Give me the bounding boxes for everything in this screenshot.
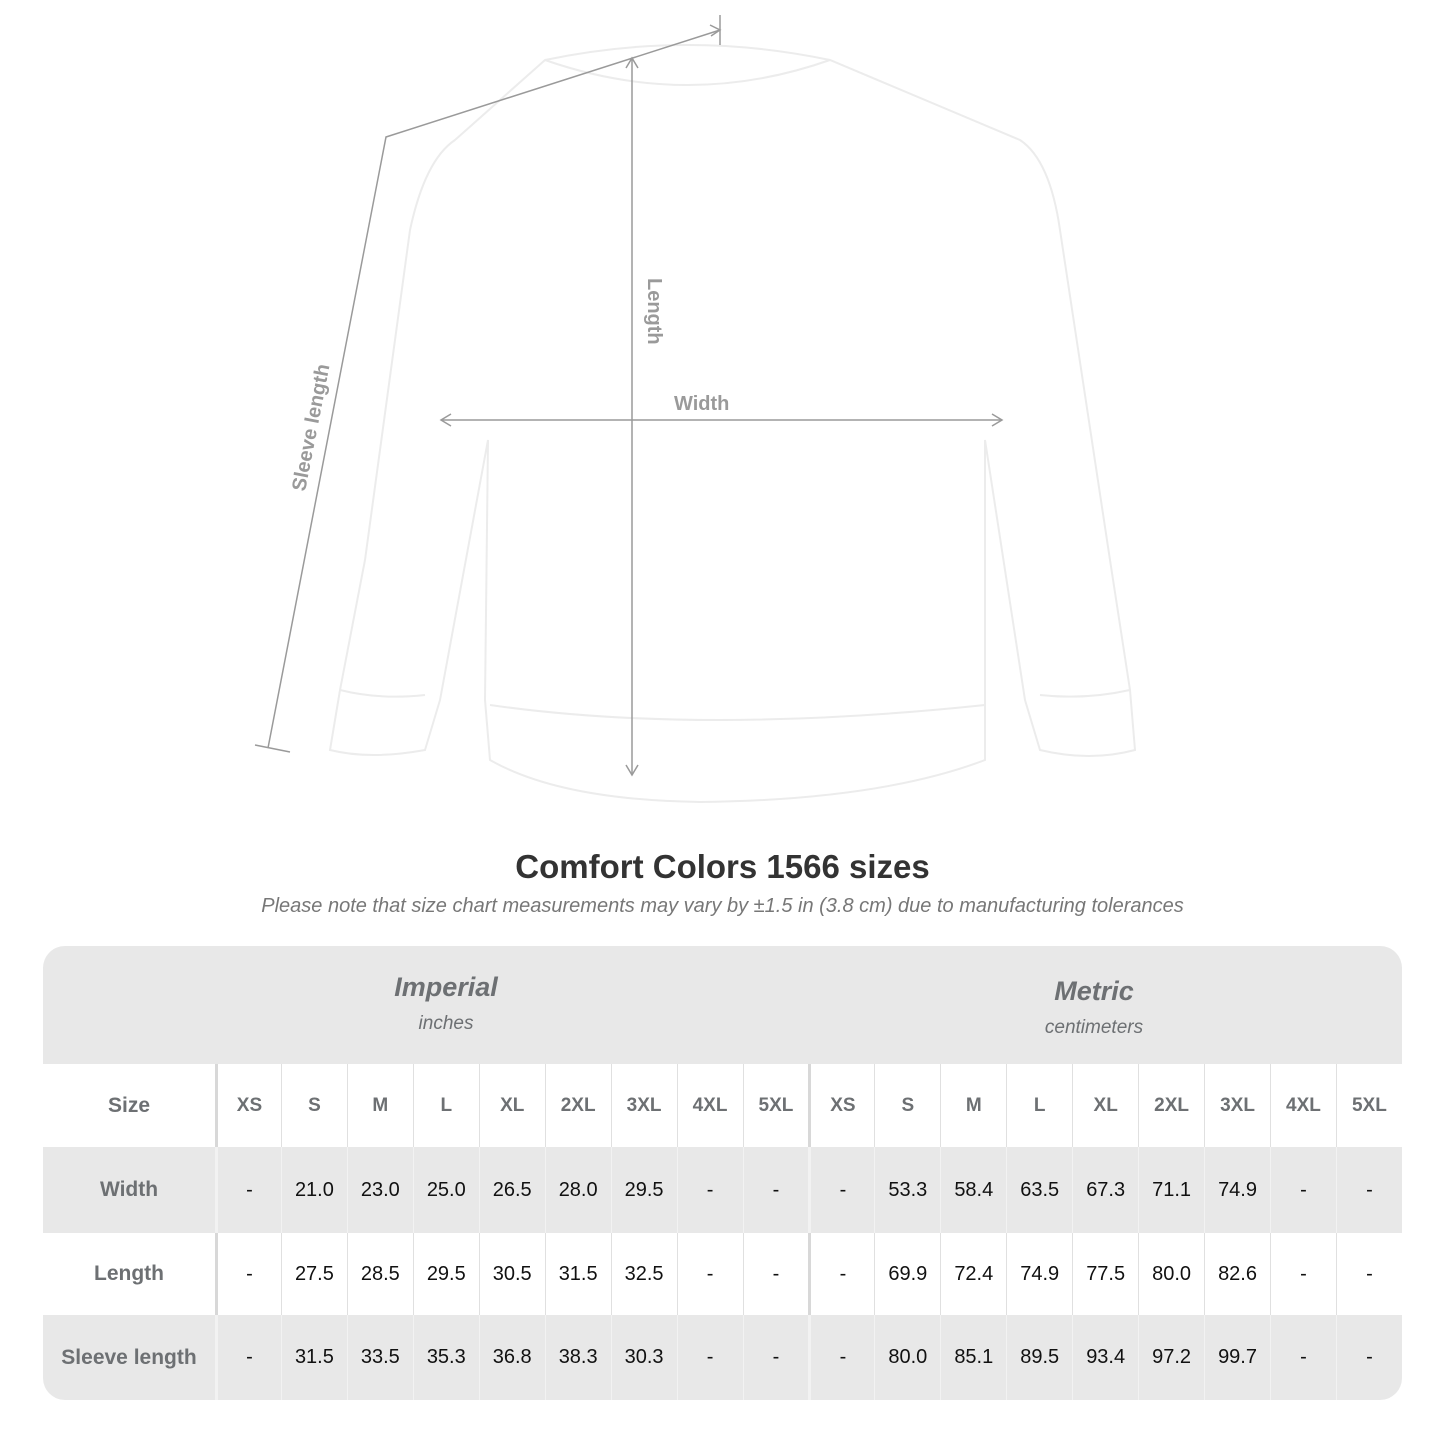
imperial-value: 28.0 [544, 1147, 611, 1233]
metric-value: - [1270, 1315, 1336, 1400]
metric-value: 80.0 [874, 1315, 940, 1400]
metric-value: 93.4 [1072, 1315, 1138, 1400]
metric-value: - [808, 1233, 874, 1315]
metric-value: 53.3 [874, 1147, 940, 1233]
size-header-imperial: 2XL [544, 1064, 611, 1147]
imperial-value: 31.5 [544, 1233, 611, 1315]
imperial-value: 23.0 [346, 1147, 413, 1233]
row-label: Length [94, 1262, 164, 1285]
size-header-metric: 3XL [1204, 1064, 1270, 1147]
size-header-metric: S [874, 1064, 940, 1147]
imperial-value: 30.3 [610, 1315, 677, 1400]
metric-value: - [1335, 1315, 1402, 1400]
imperial-value: - [742, 1147, 809, 1233]
imperial-value: 26.5 [478, 1147, 545, 1233]
imperial-value: 25.0 [412, 1147, 479, 1233]
size-header-imperial: M [346, 1064, 413, 1147]
imperial-unit: inches [418, 1013, 474, 1034]
metric-header: Metric centimeters [809, 976, 1379, 1039]
sweatshirt-illustration [328, 44, 1137, 804]
metric-value: - [1335, 1147, 1402, 1233]
size-header-metric: M [940, 1064, 1006, 1147]
imperial-value: 36.8 [478, 1315, 545, 1400]
size-header-metric: L [1006, 1064, 1072, 1147]
size-header-imperial: XS [215, 1064, 281, 1147]
imperial-value: 38.3 [544, 1315, 611, 1400]
imperial-value: 33.5 [346, 1315, 413, 1400]
size-header-metric: 4XL [1270, 1064, 1336, 1147]
imperial-value: - [215, 1233, 281, 1315]
imperial-value: 32.5 [610, 1233, 677, 1315]
metric-value: 74.9 [1204, 1147, 1270, 1233]
size-header-row: Size XS S M L XL 2XL 3XL 4XL 5XL XS S M L XL 2XL 3XL 4XL 5… [43, 1064, 1402, 1147]
metric-value: - [808, 1147, 874, 1233]
unit-header: Imperial inches Metric centimeters [43, 946, 1402, 1064]
imperial-value: 27.5 [280, 1233, 347, 1315]
size-label: Size [107, 1093, 151, 1117]
size-header-imperial: 4XL [676, 1064, 743, 1147]
size-header-imperial: S [280, 1064, 347, 1147]
size-header-metric: 5XL [1335, 1064, 1402, 1147]
size-header-imperial: L [412, 1064, 479, 1147]
imperial-value: - [215, 1147, 281, 1233]
table-row: Sleeve length -31.5 33.5 35.3 36.8 38.3 30.3- -… [43, 1315, 1402, 1400]
metric-value: 69.9 [874, 1233, 940, 1315]
metric-value: 72.4 [940, 1233, 1006, 1315]
metric-value: 63.5 [1006, 1147, 1072, 1233]
tolerance-note: Please note that size chart measurements… [261, 895, 1184, 917]
size-header-metric: 2XL [1138, 1064, 1204, 1147]
size-header-metric: XL [1072, 1064, 1138, 1147]
size-header-imperial: XL [478, 1064, 545, 1147]
metric-value: 97.2 [1138, 1315, 1204, 1400]
row-label: Width [99, 1178, 159, 1201]
page-title: Comfort Colors 1566 sizes [515, 848, 930, 885]
imperial-value: 30.5 [478, 1233, 545, 1315]
length-label: Length [643, 278, 665, 345]
table-row: Width -21.0 23.0 25.0 26.5 28.0 29.5- - -53.3 58.… [43, 1147, 1402, 1233]
imperial-value: - [742, 1315, 809, 1400]
width-label: Width [674, 393, 729, 415]
table-row: Length -27.5 28.5 29.5 30.5 31.5 32.5- - -69.9 72… [43, 1233, 1402, 1315]
imperial-value: - [676, 1233, 743, 1315]
metric-value: 71.1 [1138, 1147, 1204, 1233]
size-header-imperial: 3XL [610, 1064, 677, 1147]
metric-value: - [1270, 1233, 1336, 1315]
sleeve-length-label: Sleeve length [288, 362, 334, 493]
metric-value: 80.0 [1138, 1233, 1204, 1315]
imperial-header: Imperial inches [215, 972, 677, 1035]
metric-value: - [1335, 1233, 1402, 1315]
metric-value: 99.7 [1204, 1315, 1270, 1400]
metric-value: 67.3 [1072, 1147, 1138, 1233]
metric-value: 58.4 [940, 1147, 1006, 1233]
metric-unit: centimeters [1044, 1017, 1144, 1038]
metric-value: 74.9 [1006, 1233, 1072, 1315]
imperial-value: - [742, 1233, 809, 1315]
imperial-title: Imperial [394, 972, 498, 1002]
metric-value: 85.1 [940, 1315, 1006, 1400]
size-table: Imperial inches Metric centimeters Size X… [43, 946, 1402, 1400]
row-label: Sleeve length [61, 1345, 197, 1369]
sweatshirt-diagram: Length Width Sleeve length [254, 15, 1137, 804]
metric-value: - [808, 1315, 874, 1400]
metric-value: 89.5 [1006, 1315, 1072, 1400]
imperial-value: 29.5 [610, 1147, 677, 1233]
metric-title: Metric [1054, 976, 1134, 1006]
imperial-value: - [676, 1315, 743, 1400]
sleeve-arrow [267, 29, 721, 749]
metric-value: - [1270, 1147, 1336, 1233]
imperial-value: 29.5 [412, 1233, 479, 1315]
metric-value: 82.6 [1204, 1233, 1270, 1315]
imperial-value: - [215, 1315, 281, 1400]
size-header-metric: XS [808, 1064, 874, 1147]
imperial-value: 35.3 [412, 1315, 479, 1400]
imperial-value: 31.5 [280, 1315, 347, 1400]
imperial-value: - [676, 1147, 743, 1233]
imperial-value: 28.5 [346, 1233, 413, 1315]
metric-value: 77.5 [1072, 1233, 1138, 1315]
size-header-imperial: 5XL [742, 1064, 809, 1147]
imperial-value: 21.0 [280, 1147, 347, 1233]
